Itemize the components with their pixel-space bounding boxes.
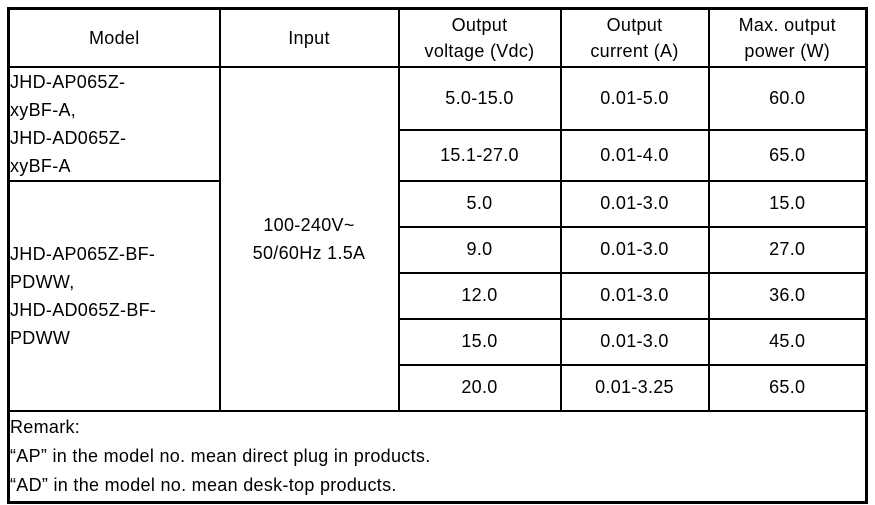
input-cell: 100-240V~ 50/60Hz 1.5A	[218, 65, 400, 412]
remark-row: Remark: “AP” in the model no. mean direc…	[7, 409, 868, 504]
output-current-cell: 0.01-3.0	[559, 271, 710, 320]
output-voltage-cell: 12.0	[397, 271, 562, 320]
output-current-cell: 0.01-3.25	[559, 363, 710, 412]
model-group-1-cell: JHD-AP065Z- xyBF-A, JHD-AD065Z- xyBF-A	[7, 65, 221, 182]
table-row: JHD-AP065Z- xyBF-A, JHD-AD065Z- xyBF-A 1…	[7, 65, 868, 412]
remark-line-ad: “AD” in the model no. mean desk-top prod…	[10, 474, 397, 495]
max-power-cell: 36.0	[707, 271, 868, 320]
output-voltage-cell: 9.0	[397, 225, 562, 274]
output-voltage-cell: 15.0	[397, 317, 562, 366]
col-header-max-power: Max. output power (W)	[707, 7, 868, 68]
remark-cell: Remark: “AP” in the model no. mean direc…	[7, 409, 868, 504]
col-header-input: Input	[218, 7, 400, 68]
output-voltage-cell: 5.0-15.0	[397, 65, 562, 132]
max-power-cell: 65.0	[707, 363, 868, 412]
remark-title: Remark:	[10, 416, 81, 437]
header-row: Model Input Output voltage (Vdc) Output …	[7, 7, 868, 68]
model-group-2-cell: JHD-AP065Z-BF- PDWW, JHD-AD065Z-BF- PDWW	[7, 179, 221, 412]
max-power-cell: 60.0	[707, 65, 868, 132]
max-power-cell: 65.0	[707, 129, 868, 182]
table-row: 9.0 0.01-3.0 27.0	[9, 225, 868, 274]
output-voltage-cell: 15.1-27.0	[397, 129, 562, 182]
output-current-cell: 0.01-3.0	[559, 179, 710, 228]
output-current-cell: 0.01-5.0	[559, 65, 710, 132]
output-current-cell: 0.01-4.0	[559, 129, 710, 182]
output-current-cell: 0.01-3.0	[559, 317, 710, 366]
remark-line-ap: “AP” in the model no. mean direct plug i…	[10, 445, 431, 466]
table-row: 15.0 0.01-3.0 45.0	[9, 317, 868, 366]
table-row: 12.0 0.01-3.0 36.0	[9, 271, 868, 320]
table-row: 20.0 0.01-3.25 65.0	[9, 363, 868, 412]
table-row: 15.1-27.0 0.01-4.0 65.0	[9, 129, 868, 182]
max-power-cell: 45.0	[707, 317, 868, 366]
col-header-output-voltage: Output voltage (Vdc)	[397, 7, 562, 68]
col-header-model: Model	[7, 7, 221, 68]
power-spec-table: Model Input Output voltage (Vdc) Output …	[7, 7, 868, 504]
output-voltage-cell: 5.0	[397, 179, 562, 228]
max-power-cell: 15.0	[707, 179, 868, 228]
col-header-output-current: Output current (A)	[559, 7, 710, 68]
output-current-cell: 0.01-3.0	[559, 225, 710, 274]
table-row: JHD-AP065Z-BF- PDWW, JHD-AD065Z-BF- PDWW…	[7, 179, 868, 412]
max-power-cell: 27.0	[707, 225, 868, 274]
output-voltage-cell: 20.0	[397, 363, 562, 412]
